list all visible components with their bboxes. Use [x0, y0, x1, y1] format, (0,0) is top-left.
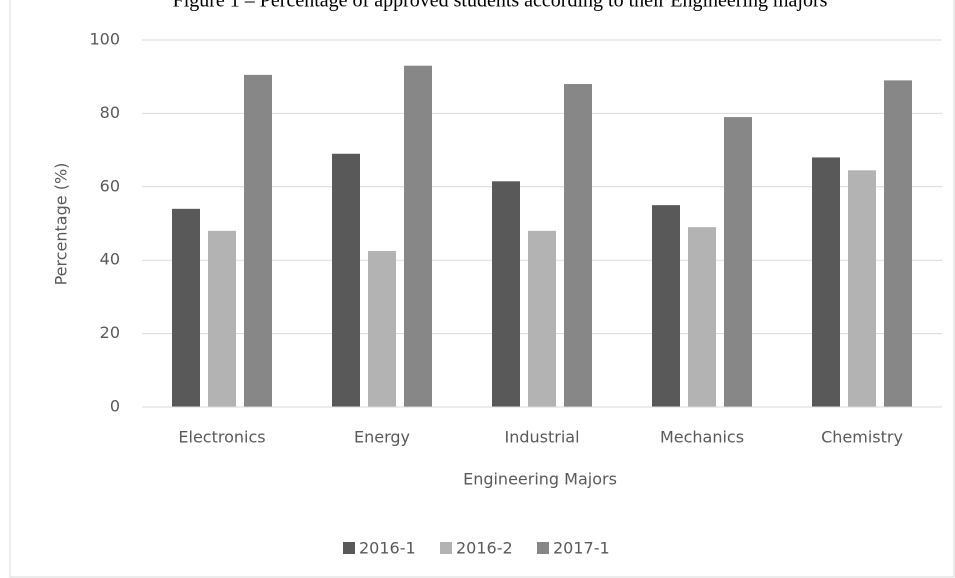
chart-frame: [9, 0, 955, 578]
x-tick-label: Mechanics: [660, 428, 744, 447]
y-tick-label: 60: [100, 176, 120, 195]
legend-swatch: [537, 542, 549, 554]
bar: [404, 65, 432, 407]
bar: [884, 80, 912, 408]
bar: [208, 230, 236, 407]
legend-swatch: [343, 542, 355, 554]
x-tick-label: Energy: [354, 428, 410, 447]
legend-label: 2016-2: [456, 539, 513, 558]
bar: [244, 74, 272, 408]
bar: [528, 230, 556, 407]
bar: [848, 170, 876, 407]
legend-swatch: [440, 542, 452, 554]
y-tick-label: 20: [100, 323, 120, 342]
x-tick-label: Chemistry: [821, 428, 903, 447]
bar: [688, 227, 716, 407]
x-tick-label: Industrial: [504, 428, 579, 447]
bar: [368, 251, 396, 407]
legend-label: 2016-1: [359, 539, 416, 558]
x-axis-label: Engineering Majors: [463, 470, 617, 489]
bar: [332, 153, 360, 407]
x-tick-label: Electronics: [178, 428, 265, 447]
y-tick-label: 100: [89, 30, 120, 49]
legend-label: 2017-1: [553, 539, 610, 558]
bar: [492, 181, 520, 407]
bar: [564, 84, 592, 407]
y-tick-label: 0: [110, 397, 120, 416]
y-tick-label: 40: [100, 250, 120, 269]
bar: [652, 205, 680, 407]
bar: [172, 208, 200, 407]
bar: [812, 157, 840, 407]
chart-title: Figure 1 – Percentage of approved studen…: [173, 0, 828, 12]
bar: [724, 117, 752, 407]
y-axis-label: Percentage (%): [52, 163, 71, 286]
y-tick-label: 80: [100, 103, 120, 122]
